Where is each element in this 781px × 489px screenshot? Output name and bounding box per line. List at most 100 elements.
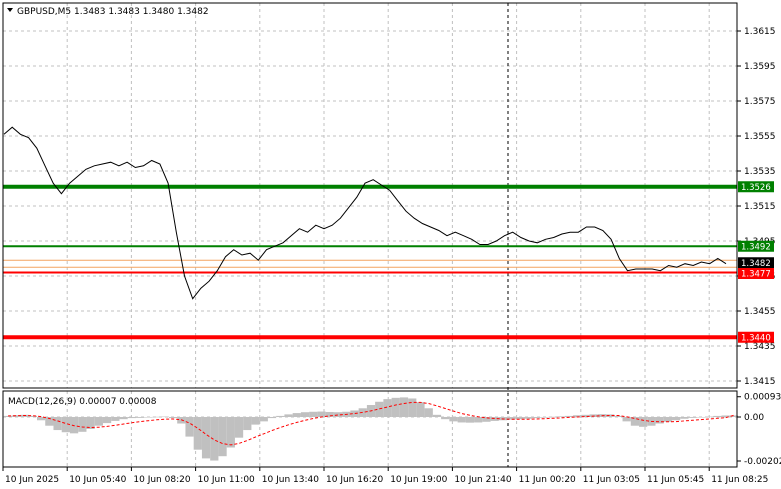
macd-bar [28,415,37,417]
level-label-box [738,240,774,252]
level-label: 1.3477 [741,270,771,280]
macd-bar [309,411,318,417]
macd-bar [358,408,367,417]
macd-bar [531,417,541,419]
macd-bar [408,398,417,417]
macd-bar [622,417,631,422]
macd-bar [540,417,549,418]
macd-bar [424,408,433,417]
y-tick-label: 1.3595 [744,62,776,72]
macd-bar [86,417,95,429]
macd-bar [515,417,524,420]
macd-bar [399,397,409,417]
macd-bar [226,417,235,448]
x-tick-label: 11 Jun 08:25 [711,475,768,485]
macd-bar [201,417,211,459]
macd-bar [639,417,648,427]
macd-tick-label: -0.00202 [744,457,781,467]
main-frame [2,2,738,389]
level-label: 1.3440 [741,333,771,343]
macd-bar [185,417,194,437]
macd-bar [729,415,738,417]
x-tick-label: 11 Jun 00:20 [519,475,576,485]
macd-axis: 0.00093 0.00 -0.00202 [737,393,781,467]
y-tick-label: 1.3575 [744,97,776,107]
chart-title: GBPUSD,M5 1.3483 1.3483 1.3480 1.3482 [17,7,209,17]
macd-bar [36,417,46,421]
macd-bar [69,417,79,434]
macd-bar [482,417,491,422]
x-tick-label: 10 Jun 05:40 [69,475,126,485]
symbol-dropdown-icon[interactable] [7,8,13,12]
macd-signal-line [8,401,735,446]
macd-bar [111,417,120,421]
y-tick-label: 1.3555 [744,132,776,142]
macd-bar [119,417,128,420]
level-label-box [738,331,774,343]
macd-bar [465,417,475,423]
macd-bar [449,417,458,422]
macd-bar [416,402,425,417]
macd-bar [721,415,730,417]
levels [3,184,737,340]
macd-bar [573,415,582,417]
level-label-box [738,268,774,279]
macd-bar [688,417,697,418]
macd-bar [210,417,219,461]
x-tick-label: 11 Jun 03:05 [583,475,640,485]
macd-tick-label: 0.00093 [744,393,781,403]
macd-bar [325,411,334,417]
macd-bar [663,417,673,422]
macd-bar [432,414,442,417]
macd-bar [581,414,590,417]
macd-bar [548,416,557,418]
macd-bar [94,417,103,426]
y-tick-label: 1.3415 [744,377,776,387]
time-axis: 10 Jun 2025 10 Jun 05:40 10 Jun 08:20 10 Ju… [2,467,768,485]
level-label: 1.3482 [741,259,771,269]
macd-bar [193,417,202,450]
macd-bar [61,417,70,433]
macd-bar [168,417,178,419]
x-tick-label: 10 Jun 11:00 [198,475,255,485]
x-tick-label: 10 Jun 08:20 [133,475,190,485]
price-series-line [3,126,727,300]
macd-bar [333,412,343,417]
macd-bar [564,415,574,417]
macd-bar [102,417,112,424]
macd-bar [251,417,260,425]
y-tick-label: 1.3535 [744,167,776,177]
macd-bar [490,417,499,421]
macd-bar [276,415,285,417]
macd-bar [243,417,252,431]
macd-bar [259,417,268,422]
macd-bar [53,417,62,431]
macd-bar [234,417,244,438]
macd-bar [78,417,87,432]
macd-bar [630,417,640,426]
x-tick-label: 10 Jun 2025 [5,475,59,485]
macd-bar [474,417,483,423]
macd-bar [680,417,689,419]
macd-frame [2,390,738,468]
macd-bar [606,414,615,417]
macd-bar [523,417,532,419]
macd-bar [144,417,153,418]
level-label: 1.3526 [741,183,771,193]
macd-bar [655,417,664,424]
y-tick-label: 1.3615 [744,27,776,37]
macd-bar [556,416,565,417]
x-tick-label: 10 Jun 19:00 [390,475,447,485]
macd-bar [4,415,13,417]
macd-bar [160,416,169,418]
y-tick-label: 1.3515 [744,202,776,212]
macd-bar [383,399,392,417]
macd-bar [614,415,623,417]
macd-tick-label: 0.00 [744,413,764,423]
macd-bar [713,415,722,417]
macd-bar [267,417,277,419]
macd-bar [672,417,681,421]
x-tick-label: 10 Jun 16:20 [326,475,383,485]
